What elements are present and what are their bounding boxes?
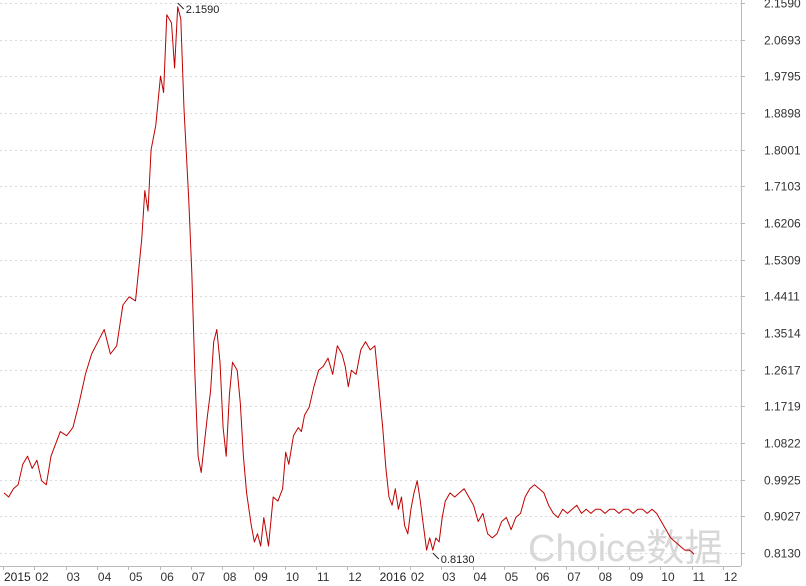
- x-tick-label: 08: [223, 570, 237, 584]
- annotations-group: 2.1590 0.8130: [177, 2, 475, 566]
- series-group: [3, 6, 695, 555]
- x-tick-label: 07: [567, 570, 581, 584]
- y-tick-label: 1.2617: [764, 364, 801, 378]
- y-tick-label: 1.6206: [764, 217, 801, 231]
- x-tick-label: 04: [474, 570, 488, 584]
- x-tick-label: 2016: [380, 570, 407, 584]
- y-tick-label: 2.0693: [764, 34, 801, 48]
- y-tick-label: 1.8898: [764, 107, 801, 121]
- y-tick-label: 2.1590: [764, 0, 801, 11]
- x-tick-labels: 2015 02 03 04 05 06 07 08 09 10 11 12 2016 02 03 04 05 06…: [3, 566, 738, 584]
- y-tick-label: 1.3514: [764, 327, 801, 341]
- x-tick-label: 03: [442, 570, 456, 584]
- x-tick-label: 11: [693, 570, 706, 584]
- x-tick-label: 2015: [4, 570, 31, 584]
- y-tick-label: 0.9925: [764, 474, 801, 488]
- annotation-pointer: [432, 552, 440, 560]
- x-tick-label: 02: [35, 570, 49, 584]
- x-tick-label: 12: [348, 570, 362, 584]
- x-tick-label: 06: [161, 570, 175, 584]
- y-tick-label: 1.7103: [764, 180, 801, 194]
- annotation-label: 0.8130: [441, 554, 475, 566]
- x-tick-label: 05: [129, 570, 143, 584]
- x-tick-label: 02: [411, 570, 425, 584]
- x-tick-label: 04: [98, 570, 112, 584]
- x-tick-label: 11: [317, 570, 330, 584]
- y-tick-label: 1.0822: [764, 437, 801, 451]
- annotation-pointer: [177, 2, 185, 10]
- x-tick-label: 05: [505, 570, 519, 584]
- x-tick-label: 09: [630, 570, 644, 584]
- y-tick-label: 1.4411: [764, 290, 800, 304]
- watermark-text: Choice数据: [528, 528, 722, 570]
- x-tick-label: 06: [536, 570, 550, 584]
- chart-grid: [0, 3, 745, 554]
- y-tick-label: 0.8130: [764, 547, 801, 561]
- y-tick-labels: 0.8130 0.9027 0.9925 1.0822 1.1719 1.2617 1.35…: [764, 0, 801, 561]
- x-tick-label: 10: [661, 570, 675, 584]
- y-tick-label: 0.9027: [764, 510, 801, 524]
- x-tick-label: 08: [599, 570, 613, 584]
- series-line: [3, 6, 695, 555]
- x-tick-label: 12: [724, 570, 738, 584]
- x-tick-label: 10: [286, 570, 300, 584]
- y-tick-label: 1.1719: [764, 400, 801, 414]
- y-tick-label: 1.8001: [764, 144, 801, 158]
- y-tick-label: 1.9795: [764, 70, 801, 84]
- x-tick-label: 03: [67, 570, 81, 584]
- x-tick-label: 07: [192, 570, 206, 584]
- x-tick-label: 09: [254, 570, 268, 584]
- annotation-label: 2.1590: [186, 4, 220, 16]
- y-tick-label: 1.5309: [764, 254, 801, 268]
